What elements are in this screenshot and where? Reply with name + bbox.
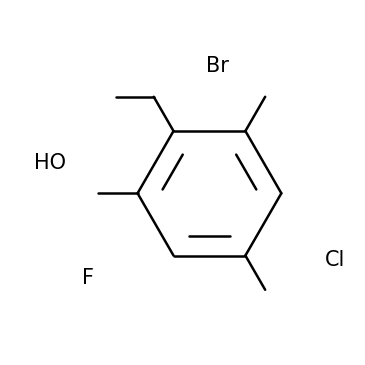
Text: F: F bbox=[82, 268, 95, 288]
Text: Cl: Cl bbox=[324, 250, 345, 270]
Text: Br: Br bbox=[206, 57, 229, 76]
Text: HO: HO bbox=[34, 153, 66, 173]
